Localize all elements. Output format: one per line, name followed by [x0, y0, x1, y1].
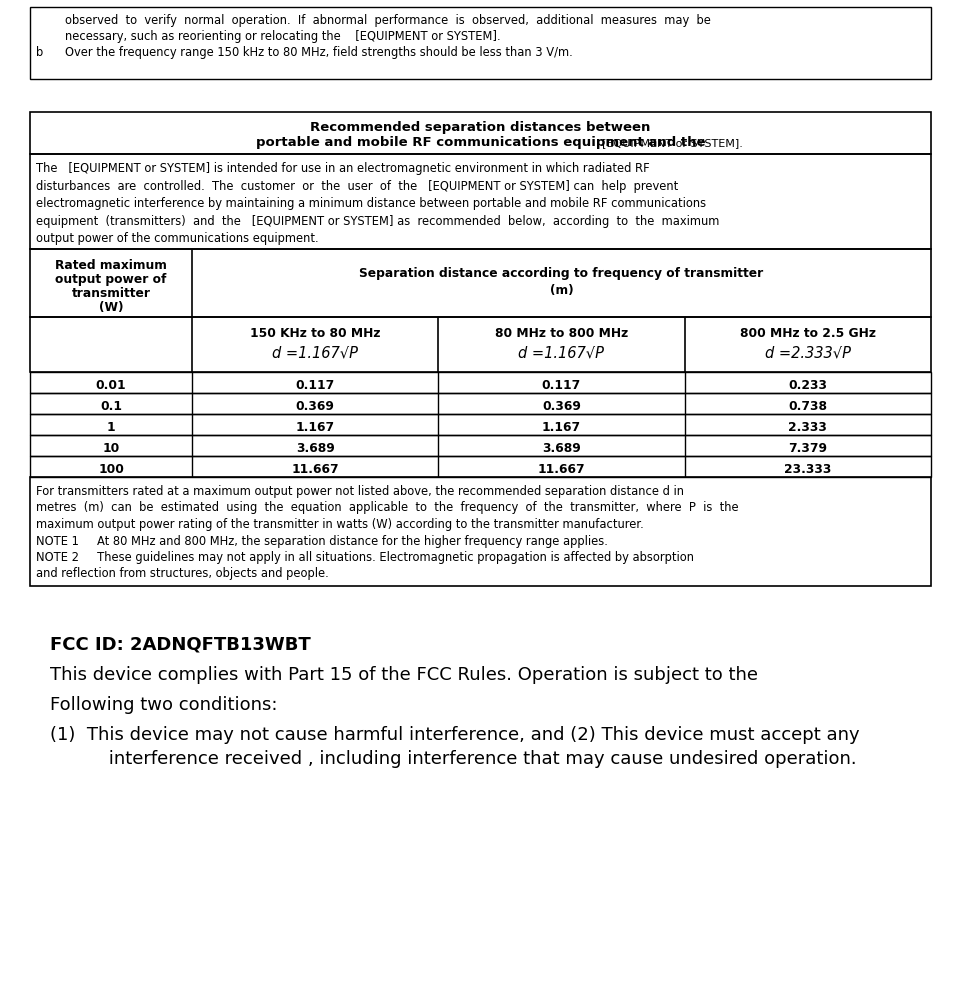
Text: 800 MHz to 2.5 GHz: 800 MHz to 2.5 GHz	[740, 327, 875, 340]
Bar	[30, 112, 931, 154]
Text: d =1.167√P: d =1.167√P	[272, 345, 358, 360]
Text: metres  (m)  can  be  estimated  using  the  equation  applicable  to  the  freq: metres (m) can be estimated using the eq…	[36, 502, 739, 515]
Text: disturbances  are  controlled.  The  customer  or  the  user  of  the   [EQUIPME: disturbances are controlled. The custome…	[36, 180, 678, 192]
Text: observed  to  verify  normal  operation.  If  abnormal  performance  is  observe: observed to verify normal operation. If …	[65, 14, 711, 27]
Text: electromagnetic interference by maintaining a minimum distance between portable : electromagnetic interference by maintain…	[36, 197, 706, 210]
Text: 150 KHz to 80 MHz: 150 KHz to 80 MHz	[250, 327, 381, 340]
Bar	[30, 477, 931, 586]
Text: 1.167: 1.167	[542, 420, 581, 433]
Text: interference received , including interference that may cause undesired operatio: interference received , including interf…	[80, 750, 856, 768]
Text: output power of: output power of	[56, 273, 166, 286]
Text: 0.117: 0.117	[542, 378, 581, 392]
Text: 0.738: 0.738	[788, 400, 827, 412]
Text: FCC ID: 2ADNQFTB13WBT: FCC ID: 2ADNQFTB13WBT	[50, 636, 310, 654]
Text: 0.01: 0.01	[96, 378, 126, 392]
Text: equipment  (transmitters)  and  the   [EQUIPMENT or SYSTEM] as  recommended  bel: equipment (transmitters) and the [EQUIPM…	[36, 214, 720, 228]
Text: [EQUIPMENT or SYSTEM].: [EQUIPMENT or SYSTEM].	[602, 138, 743, 148]
Text: 100: 100	[98, 463, 124, 475]
Bar	[30, 249, 931, 317]
Text: This device complies with Part 15 of the FCC Rules. Operation is subject to the: This device complies with Part 15 of the…	[50, 666, 758, 684]
Text: NOTE 1     At 80 MHz and 800 MHz, the separation distance for the higher frequen: NOTE 1 At 80 MHz and 800 MHz, the separa…	[36, 534, 608, 548]
Text: 0.1: 0.1	[100, 400, 122, 412]
Text: maximum output power rating of the transmitter in watts (W) according to the tra: maximum output power rating of the trans…	[36, 518, 644, 531]
Text: 11.667: 11.667	[291, 463, 339, 475]
Text: 0.117: 0.117	[296, 378, 334, 392]
Text: 0.369: 0.369	[542, 400, 581, 412]
Text: 1: 1	[107, 420, 115, 433]
Text: For transmitters rated at a maximum output power not listed above, the recommend: For transmitters rated at a maximum outp…	[36, 485, 684, 498]
Text: Separation distance according to frequency of transmitter: Separation distance according to frequen…	[359, 267, 764, 280]
Text: 0.233: 0.233	[788, 378, 827, 392]
Text: b: b	[36, 46, 43, 59]
Text: NOTE 2     These guidelines may not apply in all situations. Electromagnetic pro: NOTE 2 These guidelines may not apply in…	[36, 551, 694, 564]
Text: 10: 10	[103, 442, 119, 455]
Bar	[30, 435, 931, 456]
Bar	[30, 7, 931, 79]
Bar	[30, 456, 931, 477]
Text: 2.333: 2.333	[788, 420, 827, 433]
Text: 7.379: 7.379	[788, 442, 827, 455]
Bar	[30, 317, 931, 372]
Text: (m): (m)	[550, 284, 574, 297]
Text: d =2.333√P: d =2.333√P	[765, 345, 850, 360]
Text: (W): (W)	[99, 301, 123, 314]
Text: 23.333: 23.333	[784, 463, 831, 475]
Text: (1)  This device may not cause harmful interference, and (2) This device must ac: (1) This device may not cause harmful in…	[50, 726, 860, 744]
Bar	[30, 154, 931, 249]
Text: output power of the communications equipment.: output power of the communications equip…	[36, 232, 319, 245]
Text: and reflection from structures, objects and people.: and reflection from structures, objects …	[36, 568, 329, 580]
Text: 0.369: 0.369	[296, 400, 334, 412]
Text: Over the frequency range 150 kHz to 80 MHz, field strengths should be less than : Over the frequency range 150 kHz to 80 M…	[65, 46, 573, 59]
Text: 3.689: 3.689	[542, 442, 580, 455]
Text: 1.167: 1.167	[296, 420, 334, 433]
Text: 80 MHz to 800 MHz: 80 MHz to 800 MHz	[495, 327, 628, 340]
Text: 11.667: 11.667	[538, 463, 585, 475]
Text: transmitter: transmitter	[71, 287, 151, 300]
Text: 3.689: 3.689	[296, 442, 334, 455]
Text: Following two conditions:: Following two conditions:	[50, 696, 278, 714]
Bar	[30, 372, 931, 393]
Text: portable and mobile RF communications equipment and the: portable and mobile RF communications eq…	[256, 136, 705, 149]
Text: The   [EQUIPMENT or SYSTEM] is intended for use in an electromagnetic environmen: The [EQUIPMENT or SYSTEM] is intended fo…	[36, 162, 650, 175]
Text: d =1.167√P: d =1.167√P	[519, 345, 604, 360]
Bar	[30, 414, 931, 435]
Text: Rated maximum: Rated maximum	[55, 259, 167, 272]
Text: necessary, such as reorienting or relocating the    [EQUIPMENT or SYSTEM].: necessary, such as reorienting or reloca…	[65, 30, 501, 43]
Text: Recommended separation distances between: Recommended separation distances between	[310, 121, 651, 134]
Bar	[30, 393, 931, 414]
